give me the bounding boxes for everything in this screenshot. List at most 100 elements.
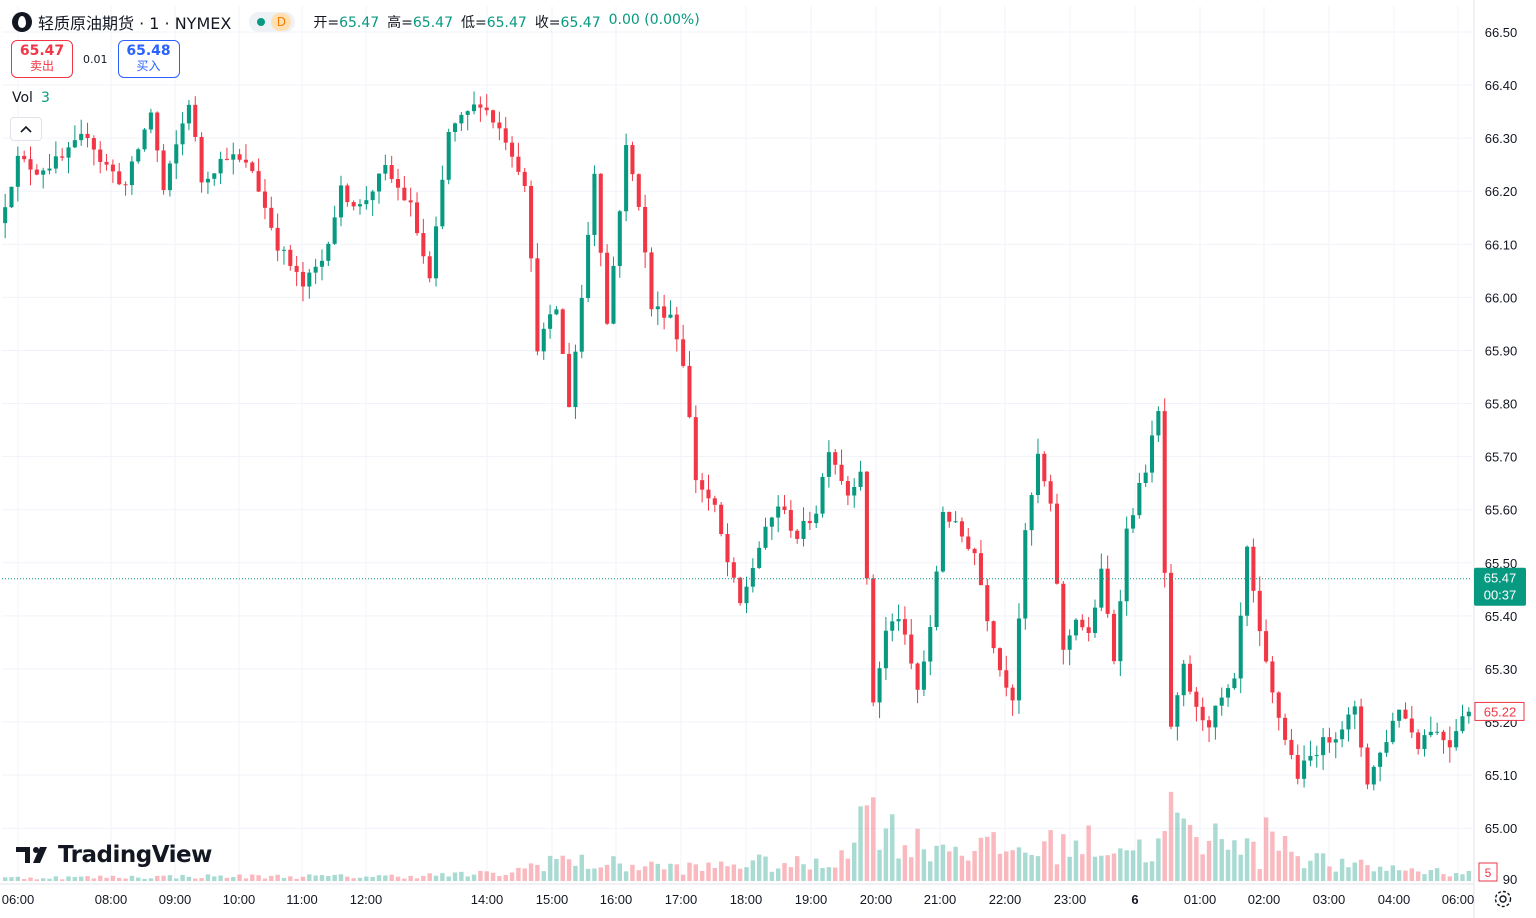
candle-body [1346, 714, 1351, 730]
volume-bar [1466, 870, 1472, 881]
candle-body [395, 179, 401, 188]
volume-bar [794, 856, 800, 881]
candle-body [744, 586, 749, 604]
candle-body [9, 186, 14, 208]
candle-body [725, 533, 730, 563]
candle-body [1219, 697, 1224, 706]
tradingview-logo[interactable]: TradingView [16, 842, 212, 868]
y-tick-label: 65.50 [1485, 556, 1518, 571]
market-status[interactable]: D [249, 12, 296, 32]
candle-body [997, 648, 1002, 671]
y-tick-label: 66.10 [1485, 237, 1518, 252]
volume-bar [1080, 854, 1085, 881]
candle-body [1048, 481, 1053, 504]
x-tick-label: 03:00 [1313, 892, 1346, 907]
candle-body [1232, 678, 1237, 689]
volume-bar [1282, 836, 1288, 881]
volume-bar [1232, 840, 1237, 881]
volume-bar [528, 863, 534, 881]
volume-bar [661, 869, 667, 881]
volume-bar [338, 874, 344, 881]
candle-body [1416, 732, 1421, 749]
y-tick-label: 65.60 [1485, 503, 1518, 518]
volume-bar [928, 861, 933, 881]
candle-body [1283, 717, 1288, 740]
candle-body [136, 149, 141, 162]
candle-body [510, 142, 515, 157]
time-axis[interactable]: 06:00 08:00 09:00 10:00 11:00 12:00 14:00 15:00… [2, 892, 1475, 907]
volume-bar [1213, 823, 1218, 881]
y-tick-label: 65.80 [1485, 397, 1518, 412]
price-axis[interactable]: 66.50 66.40 66.30 66.20 66.10 66.00 65.90 65.80… [1485, 25, 1518, 887]
candle-body [1111, 613, 1117, 662]
candle-body [1257, 590, 1262, 632]
candle-body [104, 161, 109, 165]
y-tick-label: 66.20 [1485, 184, 1518, 199]
volume-bar [1168, 791, 1174, 881]
volume-bar [1460, 874, 1465, 881]
sell-button[interactable]: 65.47 卖出 [11, 40, 73, 78]
interval-badge: D [271, 13, 292, 31]
candle-body [985, 585, 990, 622]
x-tick-label: 02:00 [1248, 892, 1281, 907]
candle-body [129, 161, 134, 186]
candle-body [1194, 691, 1199, 707]
volume-legend[interactable]: Vol 3 [12, 90, 50, 106]
candle-body [376, 173, 382, 192]
volume-bar [47, 878, 52, 881]
volume-bar [294, 878, 299, 881]
candle-body [1105, 568, 1110, 614]
candle-body [738, 577, 743, 604]
volume-bar [1339, 858, 1345, 881]
candle-body [497, 122, 502, 129]
volume-bar [820, 867, 825, 881]
volume-bar [433, 875, 439, 881]
volume-bar [890, 814, 895, 881]
volume-bar [1428, 870, 1434, 881]
symbol-title[interactable]: 轻质原油期货 · 1 · NYMEX [38, 14, 232, 33]
candle-body [174, 144, 179, 164]
x-tick-label: 23:00 [1054, 892, 1087, 907]
candle-body [1447, 740, 1452, 748]
candle-body [1397, 709, 1402, 721]
volume-bar [376, 875, 382, 881]
volume-bar [769, 871, 775, 881]
candle-body [193, 104, 198, 137]
volume-bar [522, 868, 527, 881]
candle-body [1251, 546, 1256, 591]
volume-bar [364, 876, 369, 881]
candle-body [231, 154, 236, 160]
y-tick-label: 65.10 [1485, 768, 1518, 783]
volume-bar [1054, 864, 1060, 881]
volume-bar [465, 876, 470, 881]
settings-gear-icon[interactable] [1492, 888, 1514, 910]
candle-body [224, 158, 229, 160]
volume-bar [693, 864, 699, 881]
volume-bar [408, 875, 413, 881]
volume-bar [623, 871, 629, 881]
volume-bar [636, 870, 642, 881]
candle-body [1333, 739, 1338, 743]
candle-body [243, 159, 248, 163]
x-tick-label: 20:00 [860, 892, 893, 907]
candle-body [883, 630, 888, 669]
collapse-legend-button[interactable] [10, 117, 42, 141]
y-tick-label: 65.30 [1485, 662, 1518, 677]
volume-bar [744, 867, 749, 881]
volume-bar [262, 878, 268, 881]
volume-bar [1130, 850, 1136, 881]
buy-button[interactable]: 65.48 买入 [117, 40, 180, 78]
symbol-header: 轻质原油期货 · 1 · NYMEX D 开=65.47 高=65.47 低=6… [12, 10, 700, 34]
volume-bar [237, 874, 242, 881]
candle-body [548, 314, 553, 329]
candle-body [275, 227, 280, 251]
volume-bar [142, 878, 147, 881]
volume-bar [288, 876, 293, 881]
candle-body [1264, 631, 1269, 662]
candle-body [3, 207, 8, 224]
price-tags: 65.47 00:37 65.22 5 [1474, 567, 1526, 882]
volume-bar [421, 875, 426, 881]
volume-legend-value: 3 [40, 90, 50, 106]
x-tick-label: 01:00 [1184, 892, 1217, 907]
